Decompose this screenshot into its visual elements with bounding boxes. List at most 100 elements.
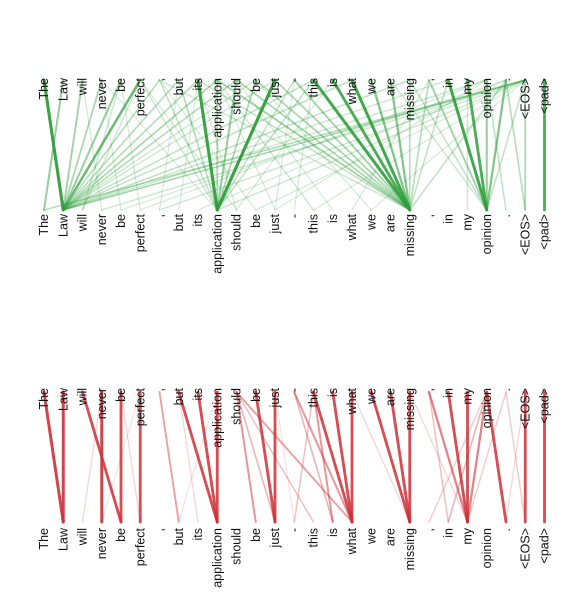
attention-edge xyxy=(505,79,527,211)
attention-edge xyxy=(139,79,218,211)
attention-edge xyxy=(62,78,142,212)
attention-edge xyxy=(427,390,469,524)
target-token-should: should xyxy=(230,214,244,251)
attention-edge xyxy=(389,78,411,212)
attention-edge xyxy=(216,79,257,211)
source-token-be: be xyxy=(114,388,128,402)
source-token-should: should xyxy=(230,388,244,425)
attention-edge xyxy=(408,79,430,211)
target-token-punct: . xyxy=(499,214,513,217)
target-token-punct: - xyxy=(287,214,301,218)
attention-edge xyxy=(235,391,353,523)
source-token-missing: missing xyxy=(403,388,417,430)
attention-edge xyxy=(312,79,526,211)
source-token-in: in xyxy=(441,388,455,398)
attention-edge xyxy=(62,79,122,211)
source-token-opinion: opinion xyxy=(480,78,494,118)
attention-edge xyxy=(235,79,334,211)
attention-edge xyxy=(101,391,141,523)
attention-edge xyxy=(389,79,488,211)
source-token-pad: <pad> xyxy=(538,388,552,423)
attention-edge xyxy=(255,79,372,211)
attention-edge xyxy=(216,79,526,211)
attention-edge xyxy=(485,79,507,211)
attention-edge xyxy=(120,79,141,211)
attention-edge xyxy=(62,79,84,211)
target-token-application: application xyxy=(210,214,224,274)
source-token-will: will xyxy=(76,78,90,96)
attention-edge xyxy=(428,79,488,211)
attention-edge xyxy=(62,79,180,211)
target-token-in: in xyxy=(441,528,455,538)
target-token-the: The xyxy=(37,214,51,236)
target-token-we: we xyxy=(364,528,378,545)
target-token-this: this xyxy=(307,528,321,547)
attention-edge xyxy=(274,391,295,523)
attention-edge xyxy=(158,79,411,211)
target-token-missing: missing xyxy=(403,214,417,256)
target-token-punct: - xyxy=(287,528,301,532)
attention-edge xyxy=(216,79,296,211)
attention-edge xyxy=(485,390,508,524)
attention-edge xyxy=(370,78,411,212)
target-token-what: what xyxy=(345,527,359,555)
attention-edge xyxy=(254,79,411,211)
attention-panel-bottom: TheTheLawLawwillwillneverneverbebeperfec… xyxy=(37,387,552,588)
source-token-we: we xyxy=(364,78,378,95)
attention-edge xyxy=(139,79,238,211)
attention-edge xyxy=(312,78,412,212)
source-token-law: Law xyxy=(56,387,70,411)
source-token-punct: , xyxy=(153,78,167,81)
attention-edge xyxy=(350,78,412,212)
attention-edge xyxy=(120,79,507,211)
attention-edge xyxy=(81,391,103,523)
attention-edge xyxy=(255,79,526,211)
attention-edge xyxy=(158,79,257,211)
attention-edge xyxy=(389,390,412,524)
target-token-opinion: opinion xyxy=(480,528,494,568)
source-token-its: its xyxy=(191,388,205,401)
target-token-punct: . xyxy=(499,528,513,531)
target-token-the: The xyxy=(37,528,51,550)
target-token-application: application xyxy=(210,528,224,588)
source-token-missing: missing xyxy=(403,78,417,120)
source-token-opinion: opinion xyxy=(480,388,494,428)
attention-edge xyxy=(158,79,219,211)
attention-edge xyxy=(62,79,449,211)
attention-edge xyxy=(101,79,218,211)
attention-edge xyxy=(178,391,199,523)
target-token-its: its xyxy=(191,528,205,541)
attention-edge xyxy=(216,79,315,211)
source-token-punct: . xyxy=(499,78,513,81)
target-token-be: be xyxy=(249,214,263,228)
attention-edge xyxy=(42,390,65,524)
attention-edge xyxy=(158,79,526,211)
attention-edge xyxy=(197,79,238,211)
attention-edge xyxy=(293,391,315,523)
attention-edge xyxy=(505,391,526,523)
attention-edge xyxy=(81,79,122,211)
target-token-my: my xyxy=(461,527,475,544)
target-token-its: its xyxy=(191,214,205,227)
target-token-just: just xyxy=(268,213,282,234)
source-token-be: be xyxy=(114,78,128,92)
token-labels-bottom: TheTheLawLawwillwillneverneverbebeperfec… xyxy=(37,387,552,588)
target-token-punct: , xyxy=(153,528,167,531)
source-token-never: never xyxy=(95,78,109,109)
source-token-punct: , xyxy=(422,388,436,391)
target-token-punct: , xyxy=(422,528,436,531)
attention-edge xyxy=(331,78,412,212)
attention-edge xyxy=(428,391,488,523)
attention-edge xyxy=(485,79,527,211)
source-token-application: application xyxy=(210,388,224,448)
attention-edge xyxy=(331,390,354,524)
attention-edge xyxy=(409,391,469,523)
source-token-punct: - xyxy=(287,388,301,392)
target-token-eos: <EOS> xyxy=(518,214,532,255)
source-token-my: my xyxy=(461,77,475,94)
attention-panel-top: TheTheLawLawwillwillneverneverbebeperfec… xyxy=(37,77,552,274)
source-token-in: in xyxy=(441,78,455,88)
target-token-is: is xyxy=(326,528,340,537)
attention-edge xyxy=(466,391,507,523)
